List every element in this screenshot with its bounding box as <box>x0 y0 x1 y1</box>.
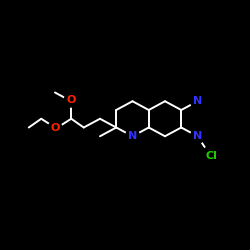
Circle shape <box>201 146 221 166</box>
Text: Cl: Cl <box>205 151 217 161</box>
Text: N: N <box>193 131 202 141</box>
Circle shape <box>190 94 204 108</box>
Text: O: O <box>50 123 60 133</box>
Text: N: N <box>193 96 202 106</box>
Text: O: O <box>66 95 76 105</box>
Circle shape <box>190 129 204 143</box>
Circle shape <box>64 93 78 107</box>
Circle shape <box>126 129 140 143</box>
Text: N: N <box>128 131 137 141</box>
Circle shape <box>48 121 62 135</box>
